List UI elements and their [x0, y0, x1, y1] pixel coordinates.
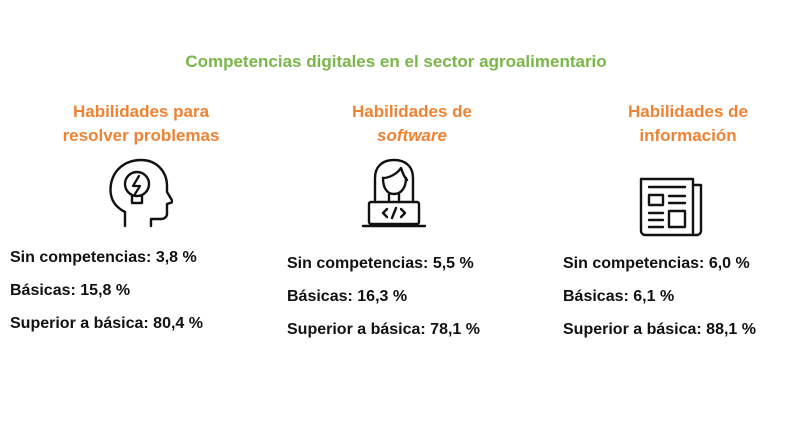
- software-column: Habilidades de software Sin competencias…: [287, 100, 537, 338]
- column-heading: Habilidades de información: [563, 100, 792, 148]
- heading-line-2: resolver problemas: [62, 126, 220, 145]
- column-heading: Habilidades de software: [287, 100, 537, 148]
- heading-line-2: software: [377, 126, 447, 145]
- problem-solving-column: Habilidades para resolver problemas Sin …: [10, 100, 260, 332]
- stat-none: Sin competencias: 6,0 %: [563, 255, 750, 272]
- heading-line-1: Habilidades para: [72, 102, 210, 121]
- heading-line-1: Habilidades de: [628, 102, 748, 121]
- stat-basic: Básicas: 16,3 %: [287, 288, 408, 305]
- stat-basic: Básicas: 15,8 %: [10, 282, 131, 299]
- newspaper-icon: [635, 170, 705, 246]
- stat-above-basic: Superior a básica: 88,1 %: [563, 321, 756, 338]
- stat-none: Sin competencias: 5,5 %: [287, 255, 474, 272]
- heading-line-1: Habilidades de: [352, 102, 472, 121]
- head-lightbulb-icon: [103, 156, 173, 232]
- stat-basic: Básicas: 6,1 %: [563, 288, 675, 305]
- information-column: Habilidades de información Sin competenc…: [563, 100, 792, 338]
- stat-none: Sin competencias: 3,8 %: [10, 249, 197, 266]
- programmer-laptop-icon: [359, 156, 429, 232]
- heading-line-2: información: [639, 126, 737, 145]
- stat-above-basic: Superior a básica: 80,4 %: [10, 315, 203, 332]
- stats-list: Sin competencias: 5,5 % Básicas: 16,3 % …: [287, 254, 567, 353]
- page-title: Competencias digitales en el sector agro…: [185, 52, 607, 71]
- stats-list: Sin competencias: 3,8 % Básicas: 15,8 % …: [10, 248, 290, 347]
- stats-list: Sin competencias: 6,0 % Básicas: 6,1 % S…: [563, 254, 792, 353]
- column-heading: Habilidades para resolver problemas: [10, 100, 272, 148]
- stat-above-basic: Superior a básica: 78,1 %: [287, 321, 480, 338]
